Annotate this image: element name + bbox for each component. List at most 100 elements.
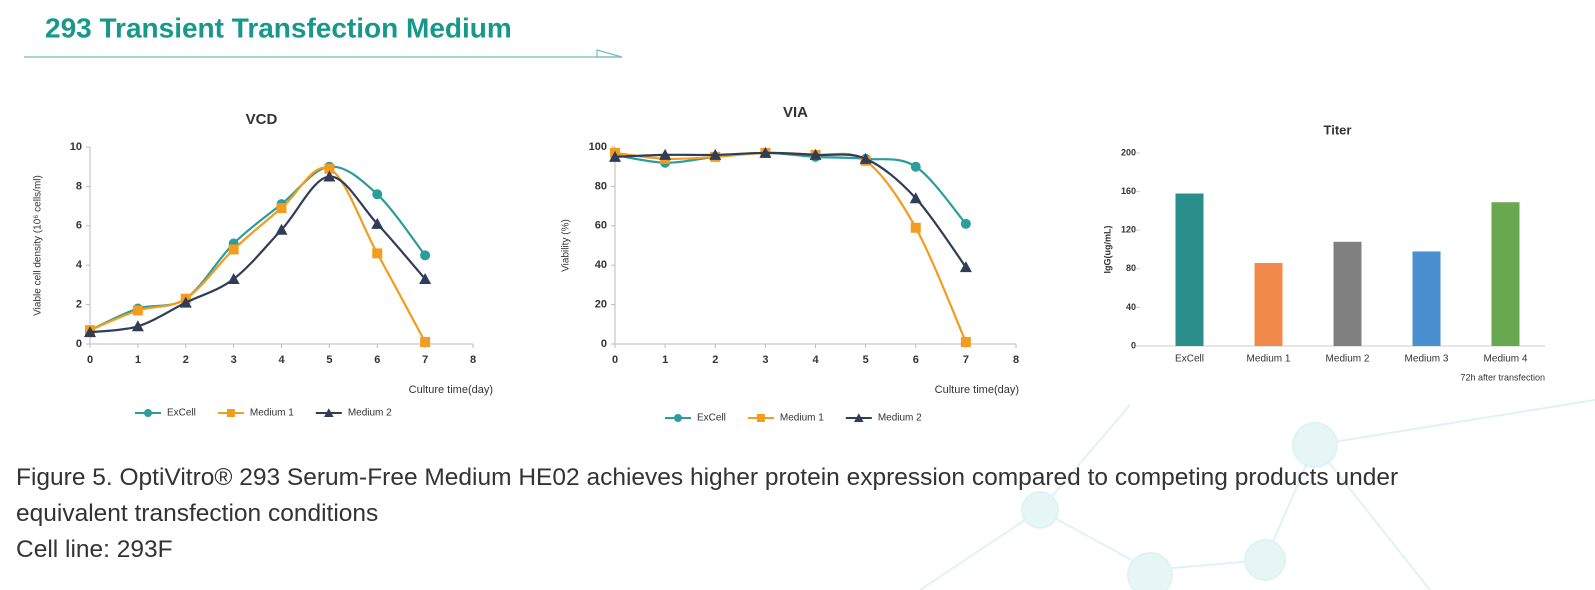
x-tick-label: 5: [863, 354, 869, 366]
bar: [1254, 263, 1283, 346]
x-axis-label: Culture time(day): [935, 384, 1019, 396]
legend-label: ExCell: [697, 413, 726, 424]
x-tick-label: 8: [470, 354, 476, 366]
marker: [372, 189, 383, 200]
marker: [910, 222, 921, 233]
bar: [1491, 202, 1520, 346]
y-tick-label: 160: [1121, 186, 1136, 196]
bar: [1412, 251, 1441, 346]
x-tick-label: 3: [231, 354, 237, 366]
y-tick-label: 2: [76, 299, 82, 311]
marker: [228, 244, 239, 255]
x-tick-label: 2: [712, 354, 718, 366]
caption-text: Figure 5. OptiVitro® 293 Serum-Free Medi…: [16, 464, 1399, 527]
y-tick-label: 6: [76, 220, 82, 232]
marker: [323, 170, 336, 182]
marker: [226, 409, 235, 417]
marker: [179, 296, 192, 308]
marker: [275, 223, 288, 235]
marker: [759, 146, 772, 158]
marker: [84, 326, 96, 338]
x-tick-label: 1: [135, 354, 141, 366]
x-tick-label: 3: [762, 354, 768, 366]
y-tick-label: 200: [1121, 147, 1136, 157]
marker: [910, 161, 921, 172]
x-tick-label: 4: [278, 354, 285, 366]
x-tick-label: 0: [87, 354, 93, 366]
bar: [1333, 241, 1362, 346]
title-arrow: [596, 49, 623, 58]
chart-title: Titer: [1324, 122, 1352, 137]
y-tick-label: 8: [76, 180, 82, 192]
marker: [131, 320, 144, 332]
marker: [960, 337, 971, 348]
page-title: 293 Transient Transfection Medium: [45, 12, 512, 43]
bar: [1175, 193, 1204, 346]
marker: [959, 261, 972, 273]
marker: [276, 203, 287, 214]
legend-label: Medium 1: [250, 408, 294, 419]
marker: [960, 218, 971, 229]
marker: [227, 272, 240, 284]
y-tick-label: 60: [595, 220, 607, 232]
marker: [372, 248, 383, 259]
caption: Figure 5. OptiVitro® 293 Serum-Free Medi…: [16, 460, 1506, 568]
x-tick-label: 7: [422, 354, 428, 366]
background-network: [919, 399, 1595, 590]
marker: [419, 272, 432, 284]
y-tick-label: 80: [1126, 263, 1136, 273]
y-tick-label: 40: [595, 259, 607, 271]
marker: [756, 414, 765, 422]
x-tick-label: 1: [662, 354, 668, 366]
chart-title: VCD: [246, 111, 278, 128]
y-axis-label: Viability (%): [561, 219, 572, 272]
x-tick-label: Medium 2: [1326, 354, 1370, 365]
x-tick-label: 8: [1013, 354, 1019, 366]
x-tick-label: 7: [963, 354, 969, 366]
x-tick-label: Medium 3: [1405, 354, 1449, 365]
note: 72h after transfection: [1460, 372, 1545, 382]
marker: [324, 163, 335, 174]
marker: [324, 408, 334, 417]
caption-text: Cell line: 293F: [16, 536, 173, 563]
marker: [371, 217, 384, 229]
marker: [854, 413, 864, 422]
marker: [859, 152, 872, 164]
x-axis-label: Culture time(day): [409, 384, 493, 396]
y-tick-label: 4: [76, 259, 83, 271]
marker: [609, 150, 621, 162]
marker: [144, 409, 152, 417]
y-tick-label: 0: [601, 338, 607, 350]
y-tick-label: 100: [589, 141, 607, 153]
marker: [659, 148, 672, 160]
marker: [132, 305, 143, 316]
y-tick-label: 0: [76, 338, 82, 350]
series-line: [614, 151, 967, 343]
legend-label: Medium 2: [348, 408, 392, 419]
marker: [674, 414, 682, 422]
marker: [420, 337, 431, 348]
x-tick-label: 4: [812, 354, 819, 366]
legend-label: Medium 1: [780, 413, 824, 424]
legend-label: ExCell: [167, 408, 196, 419]
x-tick-label: Medium 1: [1247, 354, 1291, 365]
y-tick-label: 120: [1121, 225, 1136, 235]
x-tick-label: 6: [913, 354, 919, 366]
y-tick-label: 80: [595, 180, 607, 192]
y-axis-label: IgG(ug/mL): [1102, 226, 1112, 274]
marker: [809, 148, 822, 160]
y-tick-label: 20: [595, 299, 607, 311]
x-tick-label: 5: [326, 354, 332, 366]
x-tick-label: Medium 4: [1484, 354, 1528, 365]
legend-label: Medium 2: [878, 413, 922, 424]
y-tick-label: 10: [70, 141, 82, 153]
marker: [420, 250, 431, 261]
x-tick-label: ExCell: [1175, 354, 1204, 365]
x-tick-label: 0: [612, 354, 618, 366]
marker: [909, 192, 922, 204]
x-tick-label: 2: [183, 354, 189, 366]
x-tick-label: 6: [374, 354, 380, 366]
chart-title: VIA: [783, 104, 808, 121]
